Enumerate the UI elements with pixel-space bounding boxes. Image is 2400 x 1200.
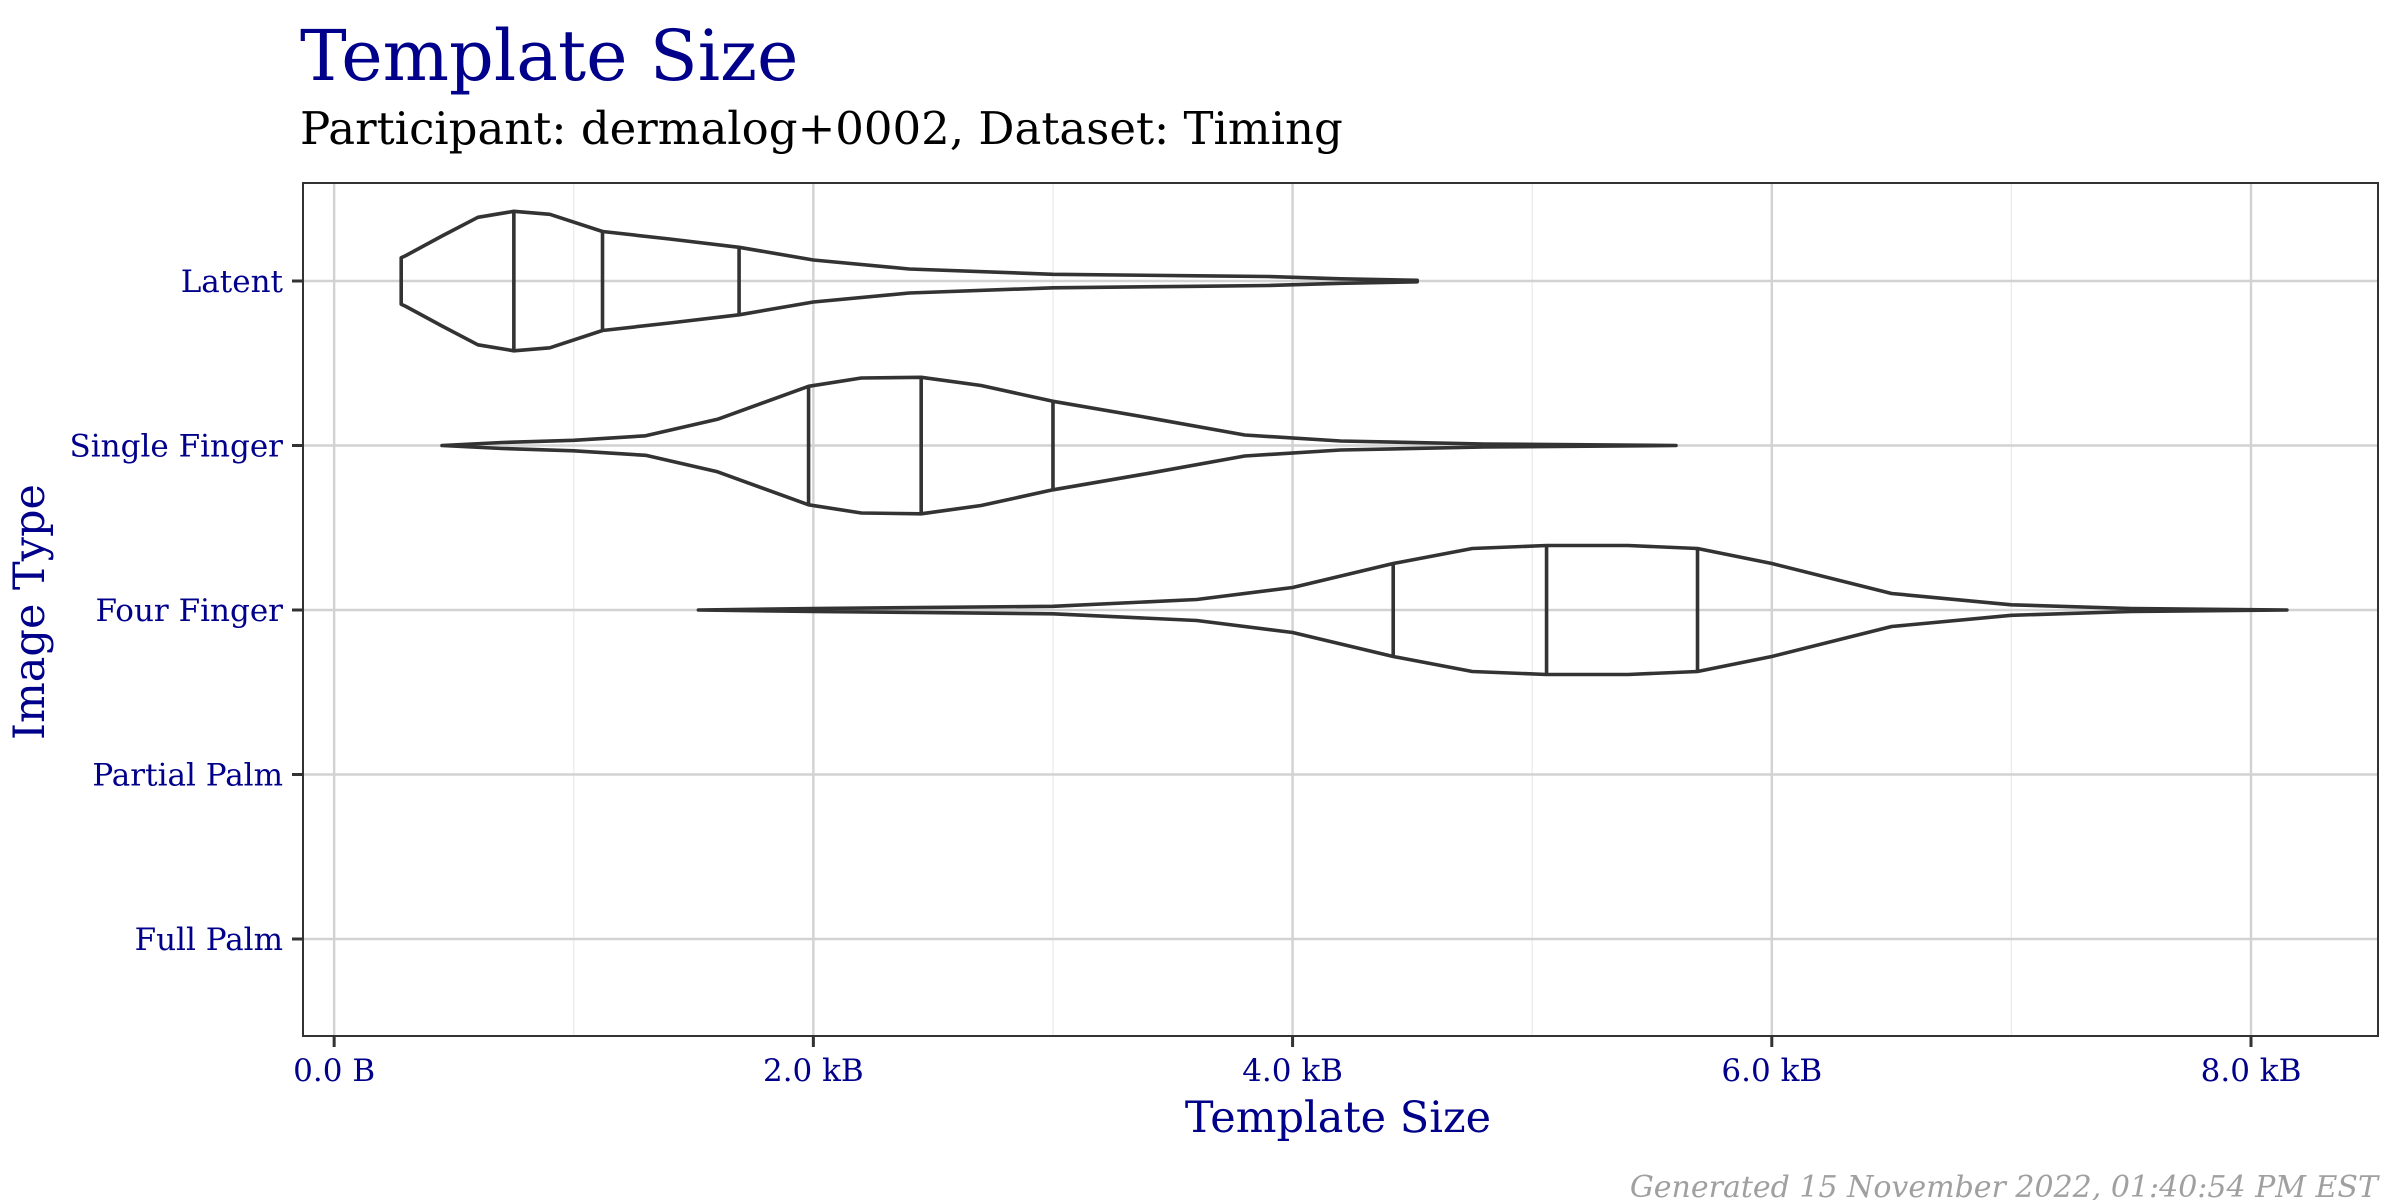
x-tick-label: 8.0 kB [2201, 1053, 2302, 1089]
x-tick-label: 4.0 kB [1242, 1053, 1343, 1089]
x-tick-label: 0.0 B [293, 1053, 375, 1089]
violin-latent [399, 209, 1419, 353]
x-tick-label: 6.0 kB [1721, 1053, 1822, 1089]
generated-caption: Generated 15 November 2022, 01:40:54 PM … [1630, 1170, 2380, 1200]
y-tick-label: Latent [181, 264, 284, 300]
chart-subtitle: Participant: dermalog+0002, Dataset: Tim… [300, 102, 1343, 155]
chart-title: Template Size [300, 15, 798, 97]
y-tick-label: Full Palm [135, 922, 283, 958]
violin-single-finger [440, 375, 1678, 516]
y-axis-title: Image Type [5, 484, 55, 740]
violin-four-finger [696, 543, 2289, 677]
x-tick-label: 2.0 kB [763, 1053, 864, 1089]
x-axis-title: Template Size [1185, 1093, 1491, 1143]
y-tick-label: Single Finger [70, 429, 284, 465]
y-tick-label: Partial Palm [92, 758, 283, 794]
y-tick-label: Four Finger [95, 593, 283, 629]
plot-panel: 0.0 B 2.0 kB 4.0 kB 6.0 kB 8.0 kB Latent Singl… [70, 182, 2379, 1089]
